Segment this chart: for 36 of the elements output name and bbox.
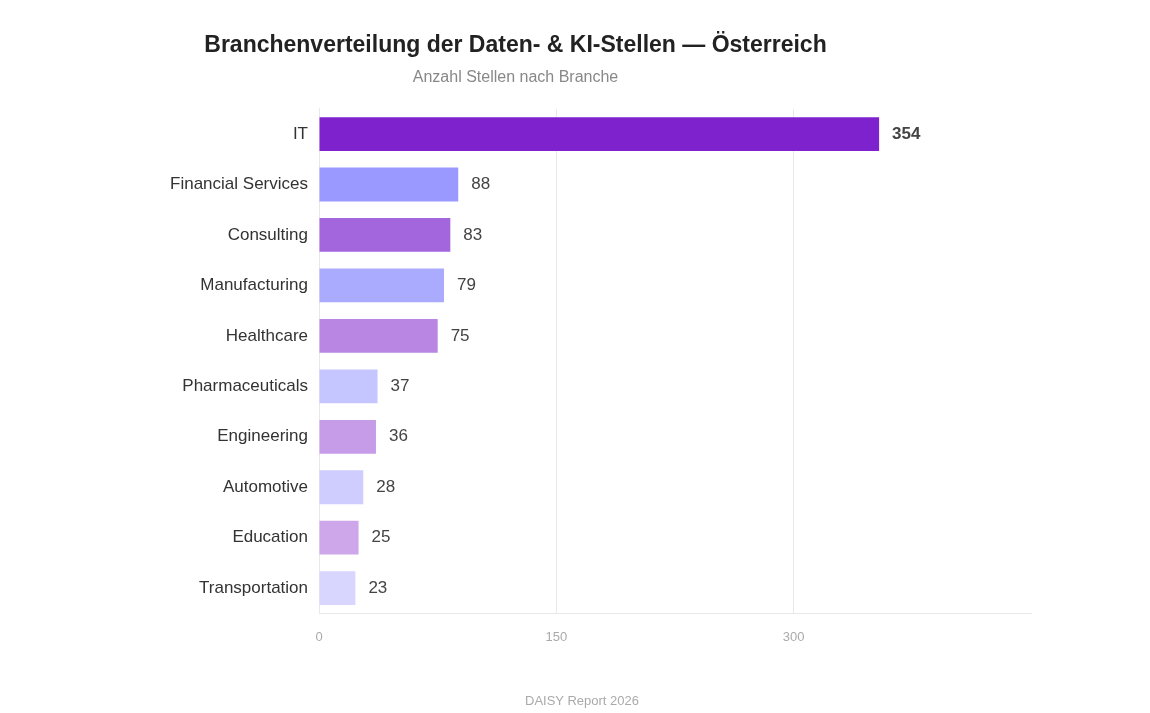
bar [319,520,359,555]
bar [319,167,459,202]
y-tick-label: Transportation [199,577,308,597]
bar [319,268,444,303]
y-tick-label: Manufacturing [200,275,308,295]
bar [319,218,451,252]
y-tick-label: Pharmaceuticals [182,376,308,396]
y-tick-label: IT [292,123,308,143]
x-tick-label: 300 [782,628,805,644]
bar [319,117,880,151]
y-tick-label: Healthcare [225,325,308,345]
data-label: 79 [457,275,476,295]
y-tick-label: Automotive [222,476,308,496]
y-tick-label: Consulting [227,224,308,244]
text: DAISY Report 2026 [525,692,639,708]
bar [319,571,356,606]
data-label: 88 [471,174,491,194]
x-tick-label: 150 [545,628,568,644]
x-tick-label: 0 [315,628,323,644]
data-label: 28 [376,476,396,496]
chart-title: Branchenverteilung der Daten- & KI-Stellen — Österreich [204,31,827,58]
bar [319,470,364,505]
data-label: 36 [388,426,408,446]
y-tick-label: Engineering [217,426,308,446]
y-tick-label: Financial Services [170,174,308,194]
data-label: 83 [463,224,483,244]
data-label: 354 [892,123,922,143]
y-tick-label: Education [232,527,308,547]
bar [319,318,438,353]
data-label: 75 [450,325,470,345]
bar [319,419,376,454]
data-label: 37 [390,376,410,396]
data-label: 25 [371,527,391,547]
bar [319,369,378,404]
chart-subtitle: Anzahl Stellen nach Branche [412,67,619,85]
data-label: 23 [368,577,388,597]
